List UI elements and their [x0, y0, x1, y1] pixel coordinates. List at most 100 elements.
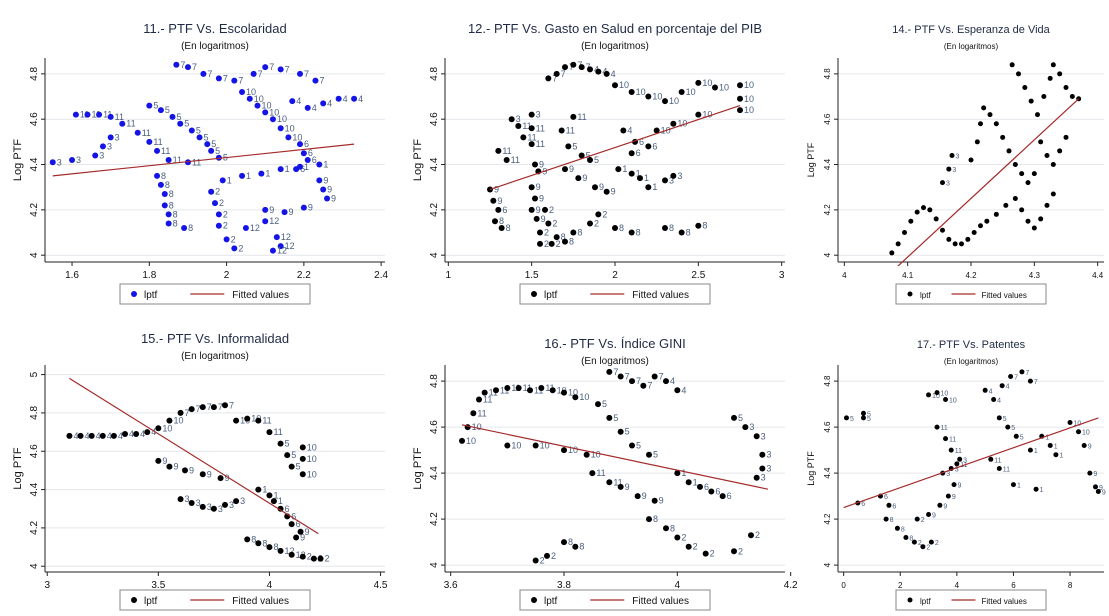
x-tick-label: 3.6: [444, 580, 458, 591]
point-label: 3: [99, 150, 104, 160]
point-label: 10: [262, 101, 272, 111]
data-point: [549, 387, 556, 394]
data-point: [231, 77, 238, 84]
data-point: [542, 206, 548, 213]
y-tick-label: 4: [29, 252, 40, 258]
chart-panel-informalidad: 3 3.5 4 4.5 4 4.2 4.4 4.6 4.8 5 15.- PTF Vs. Infor…: [0, 325, 395, 616]
point-label: 7: [319, 76, 324, 86]
x-tick-label: 2: [898, 581, 903, 590]
point-label: 8: [686, 228, 691, 238]
point-label: 9: [207, 469, 212, 479]
data-point: [1050, 62, 1056, 68]
point-label: 10: [579, 392, 589, 402]
point-label: 3: [516, 114, 521, 124]
data-point: [606, 479, 613, 486]
data-point: [697, 483, 703, 490]
data-point: [570, 229, 577, 236]
point-label: 4: [85, 431, 90, 441]
data-point: [266, 492, 273, 499]
point-label: 11: [483, 395, 492, 405]
data-point: [637, 175, 643, 182]
data-layer: 3333311111111111111111111555555555888888…: [49, 60, 363, 256]
x-tick-label: 3.8: [557, 580, 571, 591]
point-label: 9: [300, 533, 305, 543]
chart-subtitle: (En logaritmos): [181, 351, 249, 362]
point-label: 5: [1011, 425, 1015, 432]
point-label: 7: [229, 400, 234, 410]
data-point: [674, 534, 681, 541]
point-label: 9: [1102, 490, 1106, 497]
data-point: [84, 111, 91, 118]
data-point: [269, 247, 276, 254]
point-label: 7: [218, 402, 223, 412]
data-point: [940, 227, 945, 233]
data-point: [933, 216, 939, 222]
data-point: [184, 64, 191, 71]
data-point: [628, 229, 635, 236]
point-label: 10: [254, 94, 264, 104]
point-label: 11: [1003, 467, 1010, 474]
chart-escolaridad: 1.6 1.8 2 2.2 2.4 4 4.2 4.4 4.6 4.8 11.- PTF Vs. E…: [12, 21, 389, 305]
point-label: 10: [292, 132, 302, 142]
point-label: 11: [500, 385, 509, 395]
data-point: [645, 184, 652, 191]
y-axis-label: Log PTF: [412, 447, 424, 489]
data-point: [927, 207, 933, 213]
data-point: [561, 539, 567, 546]
point-label: 1: [262, 485, 267, 495]
data-point: [188, 406, 195, 413]
data-point: [1027, 447, 1033, 453]
data-point: [843, 415, 849, 421]
data-point: [182, 467, 188, 474]
data-point: [239, 172, 246, 179]
data-point: [110, 432, 117, 439]
point-label: 7: [207, 402, 212, 412]
data-point: [996, 415, 1002, 421]
data-point: [1008, 374, 1014, 379]
fitted-line: [69, 377, 319, 535]
y-tick-label: 5: [29, 371, 40, 377]
point-label: 3: [946, 181, 950, 188]
point-label: 10: [636, 87, 646, 97]
point-label: 9: [1099, 485, 1103, 492]
data-point: [911, 539, 917, 545]
point-label: 7: [613, 367, 618, 377]
point-label: 3: [749, 422, 754, 432]
data-point: [208, 147, 215, 154]
point-label: 10: [568, 388, 578, 398]
point-label: 2: [238, 243, 243, 253]
data-point: [617, 483, 624, 490]
data-point: [335, 95, 342, 102]
legend-label-lptf: lptf: [544, 596, 558, 607]
point-label: 5: [196, 126, 201, 136]
point-label: 10: [285, 123, 295, 133]
data-point: [537, 229, 543, 236]
data-point: [1076, 429, 1082, 435]
data-point: [759, 451, 766, 458]
point-label: 9: [189, 465, 194, 475]
data-point: [262, 206, 269, 213]
point-label: 8: [173, 209, 178, 219]
point-label: 6: [892, 503, 896, 510]
chart-gasto-salud: 1 1.5 2 2.5 3 4 4.2 4.4 4.6 4.8 12.- PTF Vs. Gasto…: [412, 21, 785, 305]
legend-marker-lptf: [531, 597, 537, 603]
data-point: [532, 161, 538, 168]
point-label: 4: [989, 388, 993, 395]
point-label: 5: [184, 119, 189, 129]
data-point: [508, 116, 515, 123]
point-label: 6: [296, 519, 301, 529]
point-label: 9: [659, 496, 664, 506]
legend-label-lptf: lptf: [144, 290, 158, 301]
data-point: [297, 528, 304, 535]
point-label: 3: [766, 464, 771, 474]
point-label: 11: [941, 425, 948, 432]
legend-marker-lptf: [131, 291, 137, 297]
data-point: [77, 432, 84, 439]
data-point: [974, 139, 980, 145]
data-point: [640, 382, 647, 389]
data-point: [1005, 424, 1011, 430]
point-label: 11: [577, 112, 586, 122]
chart-esperanza-vida: 4 4.1 4.2 4.3 4.4 4 4.2 4.4 4.6 4.8 14.- PTF Vs. E…: [806, 24, 1104, 305]
data-point: [592, 184, 598, 191]
point-label: 3: [761, 431, 766, 441]
